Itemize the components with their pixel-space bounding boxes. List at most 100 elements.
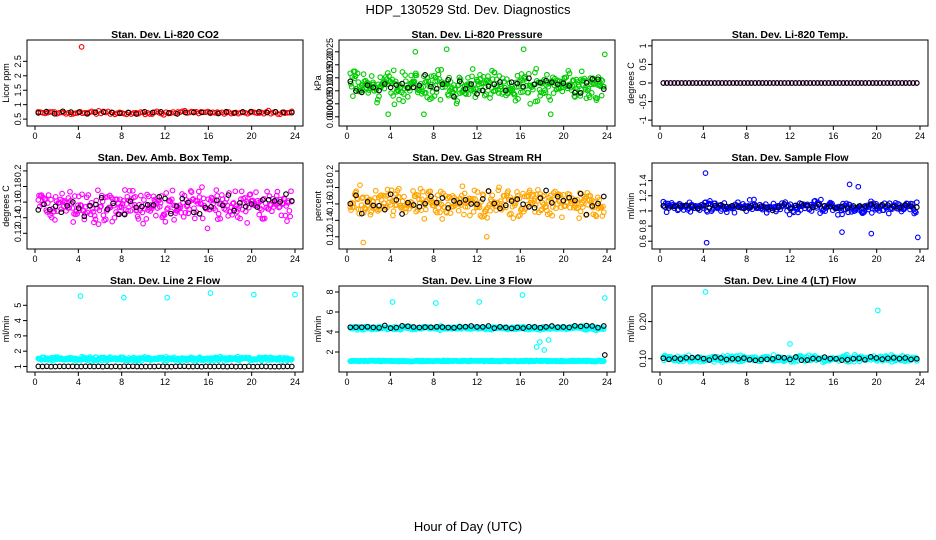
data-point: [215, 110, 222, 117]
data-point: [510, 215, 517, 221]
data-point: [419, 188, 426, 195]
data-point: [370, 202, 377, 209]
y-axis-label: Licor ppm: [1, 63, 11, 103]
y-tick-label: 0.18: [13, 178, 23, 196]
data-point: [213, 187, 220, 193]
data-point: [462, 203, 469, 210]
data-point: [463, 91, 469, 97]
data-point: [514, 80, 521, 87]
data-point: [223, 108, 230, 115]
data-point: [360, 194, 366, 201]
x-tick-label: 20: [559, 254, 569, 264]
data-point: [48, 196, 54, 203]
data-point: [814, 80, 821, 86]
data-point: [433, 89, 440, 95]
data-point: [818, 196, 824, 203]
data-point: [393, 82, 400, 88]
x-tick-label: 16: [828, 254, 838, 264]
data-point: [502, 204, 509, 211]
data-point: [438, 66, 445, 73]
data-point: [497, 205, 503, 212]
data-point: [913, 355, 919, 361]
data-point: [398, 84, 404, 90]
data-point: [671, 80, 678, 86]
data-point: [433, 323, 440, 330]
data-point: [703, 239, 710, 246]
data-point: [121, 211, 128, 218]
data-point: [769, 207, 776, 214]
data-point: [264, 109, 271, 116]
series-2: [660, 80, 920, 86]
data-point: [821, 203, 828, 209]
data-point: [702, 170, 709, 176]
series-1: [347, 292, 608, 365]
data-point: [520, 83, 526, 90]
data-point: [286, 207, 293, 214]
data-point: [59, 190, 65, 197]
x-tick-label: 8: [744, 377, 749, 387]
data-point: [663, 209, 670, 216]
data-point: [373, 206, 380, 213]
x-tick-label: 4: [388, 131, 393, 141]
data-point: [432, 300, 439, 306]
data-point: [677, 202, 684, 209]
data-point: [792, 80, 799, 86]
data-point: [583, 79, 590, 86]
data-point: [399, 198, 406, 205]
data-point: [810, 204, 816, 211]
data-point: [572, 197, 578, 204]
data-point: [52, 193, 59, 200]
data-point: [92, 216, 99, 223]
data-point: [595, 324, 601, 331]
data-point: [396, 185, 402, 192]
x-tick-label: 24: [290, 377, 300, 387]
x-tick-label: 4: [701, 254, 706, 264]
data-point: [368, 209, 375, 215]
data-point: [554, 193, 561, 200]
data-point: [577, 89, 584, 96]
data-point: [443, 209, 450, 216]
data-point: [384, 186, 391, 193]
data-point: [913, 204, 920, 211]
data-point: [566, 191, 573, 198]
data-point: [589, 323, 596, 329]
data-point: [825, 80, 832, 86]
data-point: [660, 80, 667, 86]
x-tick-label: 16: [203, 131, 213, 141]
y-tick-label: 0.16: [325, 195, 335, 213]
data-point: [350, 93, 356, 99]
data-point: [489, 192, 496, 199]
data-point: [718, 201, 724, 208]
data-point: [150, 193, 157, 200]
data-point: [527, 100, 534, 107]
data-point: [712, 202, 718, 209]
data-point: [593, 213, 600, 220]
data-point: [487, 207, 493, 214]
data-point: [476, 299, 483, 305]
data-point: [600, 86, 607, 92]
data-point: [530, 191, 537, 198]
data-point: [770, 80, 777, 86]
data-point: [412, 193, 419, 200]
data-point: [884, 80, 891, 86]
series-1: [660, 289, 920, 366]
data-point: [182, 209, 189, 216]
panel-6: Stan. Dev. Sample Flow ml/min 0 4 8 12 16 20 24 0…: [626, 152, 929, 264]
data-point: [133, 207, 140, 213]
data-point: [102, 216, 109, 223]
data-point: [353, 88, 359, 94]
data-point: [110, 202, 117, 209]
panel-9: Stan. Dev. Line 4 (LT) Flow ml/min 0 4 8 12 16…: [626, 275, 929, 387]
data-point: [129, 187, 136, 194]
data-point: [491, 69, 498, 76]
data-point: [822, 208, 829, 214]
data-point: [360, 239, 367, 246]
y-tick-label: 0.6: [638, 235, 648, 248]
data-point: [402, 72, 408, 78]
data-point: [422, 324, 428, 331]
data-point: [468, 323, 475, 329]
data-point: [254, 204, 261, 210]
y-tick-label: 4: [13, 318, 23, 323]
data-point: [370, 324, 377, 331]
